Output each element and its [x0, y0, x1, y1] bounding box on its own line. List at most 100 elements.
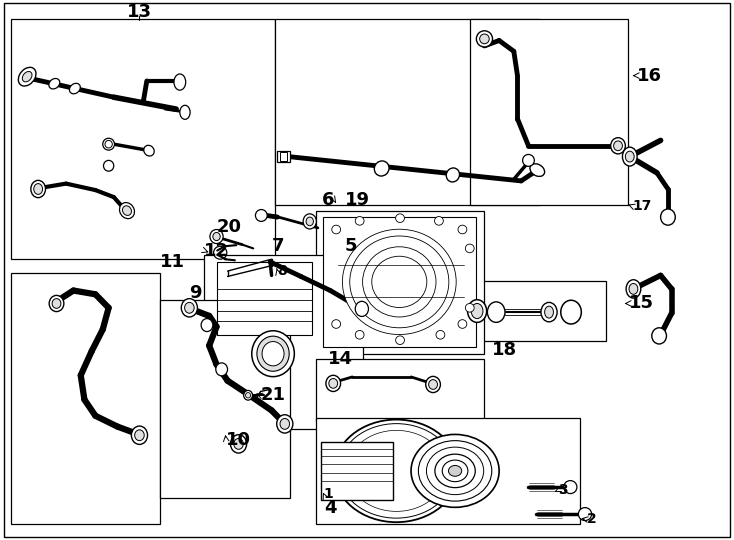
Ellipse shape	[629, 284, 638, 294]
Ellipse shape	[564, 481, 577, 494]
Text: 11: 11	[160, 253, 185, 271]
Ellipse shape	[18, 68, 36, 86]
Ellipse shape	[652, 328, 666, 344]
Ellipse shape	[244, 390, 252, 400]
Ellipse shape	[181, 299, 197, 317]
Ellipse shape	[245, 393, 251, 398]
Text: 15: 15	[629, 294, 654, 313]
Ellipse shape	[661, 209, 675, 225]
Ellipse shape	[429, 380, 437, 389]
Ellipse shape	[530, 164, 545, 177]
Ellipse shape	[355, 330, 364, 339]
Ellipse shape	[487, 302, 505, 322]
Ellipse shape	[346, 430, 446, 511]
Ellipse shape	[435, 454, 476, 488]
Ellipse shape	[131, 426, 148, 444]
Ellipse shape	[476, 31, 493, 47]
Ellipse shape	[31, 180, 46, 198]
Ellipse shape	[625, 151, 634, 162]
Text: 5: 5	[345, 237, 357, 255]
Bar	[321, 442, 393, 500]
Ellipse shape	[334, 420, 459, 522]
Ellipse shape	[214, 246, 227, 259]
Text: 18: 18	[493, 341, 517, 359]
Ellipse shape	[103, 138, 115, 150]
Ellipse shape	[541, 302, 557, 322]
Ellipse shape	[458, 225, 467, 234]
Ellipse shape	[255, 210, 267, 221]
Ellipse shape	[103, 160, 114, 171]
Ellipse shape	[326, 375, 341, 391]
Bar	[316, 211, 484, 354]
Ellipse shape	[614, 141, 622, 151]
Ellipse shape	[22, 71, 32, 82]
Ellipse shape	[622, 147, 637, 166]
Bar	[280, 152, 287, 161]
Ellipse shape	[135, 430, 144, 441]
Text: 4: 4	[324, 498, 336, 517]
Bar	[466, 281, 606, 341]
Text: 17: 17	[633, 199, 652, 213]
Ellipse shape	[363, 247, 436, 317]
Ellipse shape	[611, 138, 625, 154]
Ellipse shape	[280, 418, 290, 429]
Ellipse shape	[180, 105, 190, 119]
Text: 14: 14	[328, 349, 353, 368]
Ellipse shape	[210, 230, 223, 244]
Bar	[470, 19, 628, 205]
Ellipse shape	[350, 236, 449, 328]
Text: 2: 2	[587, 512, 597, 526]
Ellipse shape	[418, 441, 492, 501]
Ellipse shape	[355, 301, 368, 316]
Ellipse shape	[329, 379, 338, 388]
Ellipse shape	[144, 145, 154, 156]
Text: 12: 12	[204, 241, 229, 260]
Text: 1: 1	[324, 487, 333, 501]
Bar	[11, 273, 160, 524]
Ellipse shape	[523, 154, 534, 166]
Bar	[316, 359, 484, 421]
Ellipse shape	[174, 74, 186, 90]
Text: 13: 13	[127, 3, 152, 21]
Ellipse shape	[52, 299, 61, 308]
Ellipse shape	[306, 217, 313, 226]
Ellipse shape	[396, 214, 404, 222]
Bar	[204, 255, 363, 429]
Text: 19: 19	[345, 191, 370, 209]
Ellipse shape	[303, 214, 316, 229]
Bar	[160, 300, 290, 498]
Ellipse shape	[338, 423, 454, 518]
Ellipse shape	[332, 225, 341, 234]
Text: 21: 21	[261, 386, 286, 404]
Text: 20: 20	[217, 218, 241, 236]
Ellipse shape	[257, 336, 289, 372]
Ellipse shape	[446, 168, 459, 182]
Ellipse shape	[426, 447, 484, 495]
Text: 3: 3	[558, 483, 567, 497]
Bar	[217, 262, 312, 335]
Ellipse shape	[626, 280, 641, 298]
Bar	[323, 217, 476, 347]
Ellipse shape	[411, 434, 499, 508]
Ellipse shape	[49, 295, 64, 312]
Ellipse shape	[468, 300, 487, 322]
Ellipse shape	[465, 303, 474, 312]
Ellipse shape	[355, 217, 364, 225]
Ellipse shape	[213, 232, 220, 241]
Ellipse shape	[561, 300, 581, 324]
Ellipse shape	[201, 319, 213, 332]
Ellipse shape	[185, 302, 194, 313]
Ellipse shape	[277, 415, 293, 433]
Bar	[11, 19, 275, 259]
Bar	[277, 151, 290, 162]
Ellipse shape	[230, 435, 247, 453]
Ellipse shape	[465, 244, 474, 253]
Ellipse shape	[545, 306, 553, 318]
Ellipse shape	[435, 217, 443, 225]
Ellipse shape	[332, 320, 341, 328]
Ellipse shape	[120, 202, 134, 219]
Ellipse shape	[426, 376, 440, 393]
Ellipse shape	[262, 342, 284, 366]
Ellipse shape	[105, 140, 112, 148]
Text: 10: 10	[226, 431, 251, 449]
